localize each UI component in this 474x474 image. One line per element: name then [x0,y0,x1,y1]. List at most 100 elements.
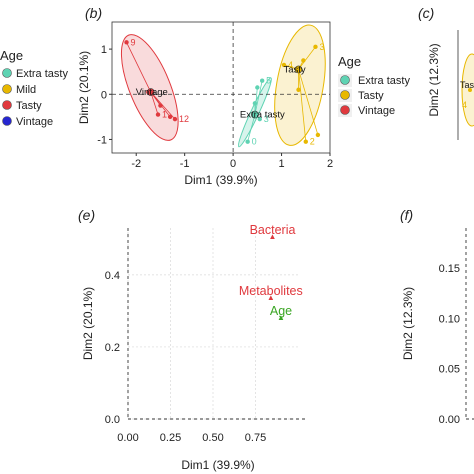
data-point [296,87,301,92]
legend-swatch-mild [2,84,12,94]
panel-f-chart: 0.00 0.05 0.10 0.15 Dim2 (12.3%) [401,228,474,426]
panel-label-f: (f) [400,207,413,223]
point-label: 3 [264,114,269,124]
x-tick-label: -1 [180,158,190,170]
point-label: 3 [319,42,324,52]
y-tick-label: -1 [97,134,107,146]
legend-label: Extra tasty [358,75,410,87]
legend-swatch [340,90,350,100]
y-axis-label: Dim2 (20.1%) [81,287,95,360]
x-tick-label: 0.50 [202,432,223,444]
data-point-marker: ▲ [277,313,285,322]
x-tick-label: 0 [230,158,236,170]
point-label: Tas [460,80,474,90]
legend-swatch [340,105,350,115]
y-axis-label: Dim2 (12.3%) [401,287,415,360]
point-label: 2 [310,137,315,147]
data-point [259,78,265,83]
legend-label: Vintage [16,116,53,128]
point-label: 9 [131,37,136,47]
spoke-line [126,42,152,93]
legend-swatch-tasty [2,100,12,110]
point-label: 1 [162,110,167,120]
data-point [281,62,287,68]
data-point [124,40,129,45]
spoke-line [298,69,319,136]
data-point-marker: ▲ [267,293,275,302]
data-point [255,85,260,90]
legend-label: Tasty [358,90,384,102]
spoke-line [254,87,258,115]
data-point [158,103,163,108]
centroid-point [146,88,155,96]
y-tick-label: 0.05 [439,364,460,376]
data-point [301,58,306,63]
y-tick-label: 0.00 [439,414,460,426]
point-label: 0 [252,137,257,147]
point-label: 5 [266,76,271,86]
panel-label-b: (b) [85,5,102,21]
x-tick-label: 2 [327,158,333,170]
x-axis-label: Dim1 (39.9%) [184,173,257,187]
centroid-label: Tasty [284,64,306,75]
x-axis-label: Dim1 (39.9%) [181,458,254,472]
legend-label: Extra tasty [16,68,68,80]
point-label: 12 [179,114,189,124]
left-legend: Age Extra tasty Mild Tasty Vintage [0,48,68,128]
panel-c-chart: Dim2 (12.3%) Tas 4 [427,30,474,140]
data-point-label: Age [270,304,292,318]
x-tick-label: 1 [278,158,284,170]
data-point [315,132,321,138]
x-tick-label: 0.75 [245,432,266,444]
data-point [252,101,258,106]
x-tick-label: 0.25 [160,432,181,444]
x-tick-label: 0.00 [117,432,138,444]
legend-label: Tasty [16,100,42,112]
y-tick-label: 0.4 [105,270,120,282]
spoke-line [254,80,263,115]
data-point [172,116,178,122]
y-axis-label: Dim2 (20.1%) [77,51,91,124]
centroid-label: Extra tasty [240,110,285,121]
y-tick-label: 0.10 [439,313,460,325]
data-point [257,116,262,122]
point-label: 4 [288,60,293,70]
plot-frame [111,21,331,154]
data-point [245,139,250,144]
data-point [303,139,308,144]
y-tick-label: 0.15 [439,263,460,275]
data-point [155,112,161,117]
spoke-line [247,114,256,142]
panel-e-chart: 0.00 0.25 0.50 0.75 0.0 0.2 0.4 Dim1 (39.9%) Dim… [81,223,308,472]
panel-label-c: (c) [418,5,434,21]
x-tick-label: -2 [131,158,141,170]
y-tick-label: 0.2 [105,342,120,354]
data-point-label: Metabolites [239,284,303,298]
data-point [167,114,173,120]
spoke-line [298,69,307,142]
left-legend-title: Age [0,48,23,63]
data-point [313,44,318,50]
data-point [468,88,472,92]
legend-swatch-vintage [2,116,12,126]
point-label: 4 [462,100,467,110]
spoke-line [150,91,159,115]
panel-label-e: (e) [78,207,95,223]
centroid-point [251,110,259,119]
y-axis-label: Dim2 (12.3%) [427,43,441,116]
legend-title: Age [338,54,361,69]
legend-swatch [340,75,350,85]
centroid-label: Vintage [136,87,168,98]
centroid-point [294,65,303,74]
y-tick-label: 1 [101,44,107,56]
data-point-marker: ▲ [269,232,277,241]
data-point-label: Bacteria [250,223,296,237]
y-tick-label: 0.0 [105,414,120,426]
spoke-line [298,46,316,70]
legend-label: Mild [16,84,36,96]
legend-swatch-extra-tasty [2,68,12,78]
spoke-line [150,91,176,120]
legend-label: Vintage [358,105,395,117]
